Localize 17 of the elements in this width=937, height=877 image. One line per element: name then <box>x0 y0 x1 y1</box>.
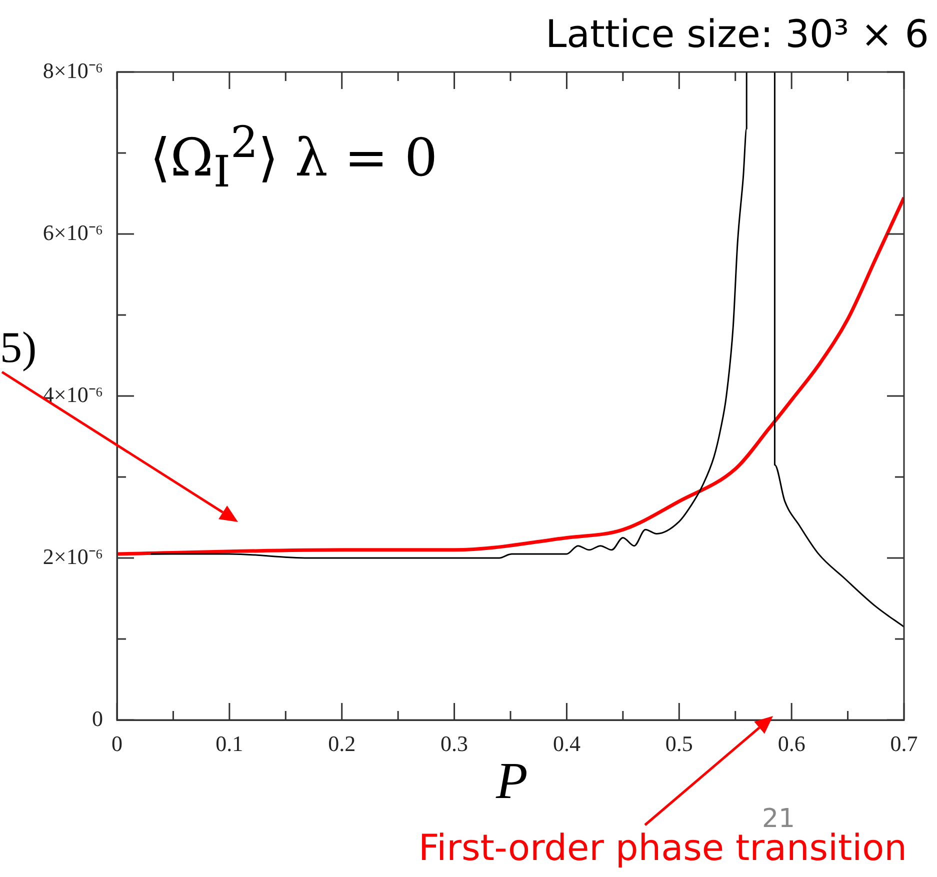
y-tick-label: 6×10⁻⁶ <box>42 220 103 245</box>
x-tick-label: 0.4 <box>552 730 580 756</box>
x-tick-label: 0.6 <box>778 730 806 756</box>
text: 5) <box>0 322 37 373</box>
x-tick-label: 0.1 <box>216 730 244 756</box>
x-tick-label: 0.3 <box>440 730 468 756</box>
annotation: ⟨Ω$_{I}$$^{2}$⟩ λ = 0 <box>150 118 438 198</box>
y-tick-label: 0 <box>92 706 103 731</box>
y-tick-label: 2×10⁻⁶ <box>42 544 103 569</box>
x-axis-title: P <box>496 752 528 811</box>
chart-title: Lattice size: 30³ × 6 <box>546 12 929 56</box>
x-tick-label: 0 <box>112 730 122 756</box>
x-tick-label: 0.5 <box>665 730 693 756</box>
y-tick-label: 8×10⁻⁶ <box>42 58 103 83</box>
x-tick-label: 0.7 <box>890 730 918 756</box>
y-tick-label: 4×10⁻⁶ <box>42 382 103 407</box>
x-tick-label: 0.2 <box>328 730 356 756</box>
